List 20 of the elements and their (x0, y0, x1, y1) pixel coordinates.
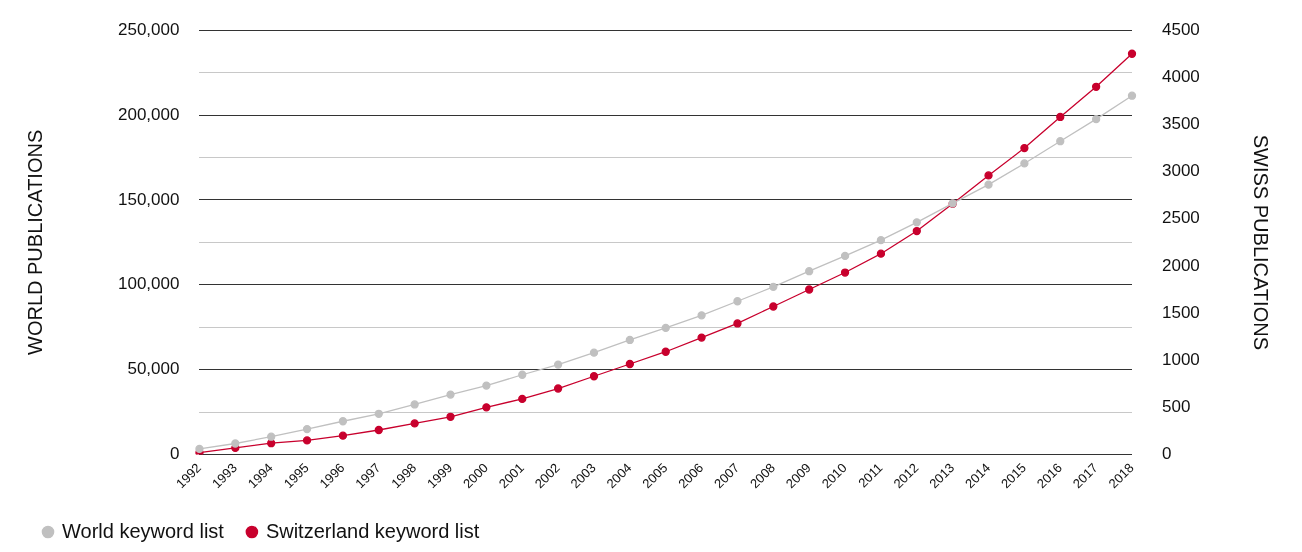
y-axis-title: WORLD PUBLICATIONS (23, 129, 46, 355)
y2-tick-label: 2000 (1162, 255, 1200, 275)
y-tick-label: 150,000 (118, 189, 180, 209)
legend-label: Switzerland keyword list (265, 519, 480, 542)
y2-tick-label: 0 (1162, 444, 1172, 464)
y-tick-label: 200,000 (118, 104, 180, 124)
y2-tick-label: 4000 (1162, 67, 1200, 87)
y-tick-label: 0 (169, 444, 180, 464)
y-tick-label: 250,000 (118, 19, 180, 39)
y-tick-label: 50,000 (127, 359, 180, 379)
y2-tick-label: 3000 (1162, 161, 1200, 181)
y2-axis-title: SWISS PUBLICATIONS (1250, 134, 1273, 350)
y-tick-label: 100,000 (118, 274, 180, 294)
y2-tick-label: 1000 (1162, 349, 1200, 369)
y2-tick-label: 4500 (1162, 19, 1200, 39)
legend-label: World keyword list (62, 519, 225, 542)
y2-tick-label: 500 (1162, 397, 1191, 417)
y2-tick-label: 1500 (1162, 302, 1200, 322)
y2-tick-label: 3500 (1162, 114, 1200, 134)
y2-tick-label: 2500 (1162, 208, 1200, 228)
